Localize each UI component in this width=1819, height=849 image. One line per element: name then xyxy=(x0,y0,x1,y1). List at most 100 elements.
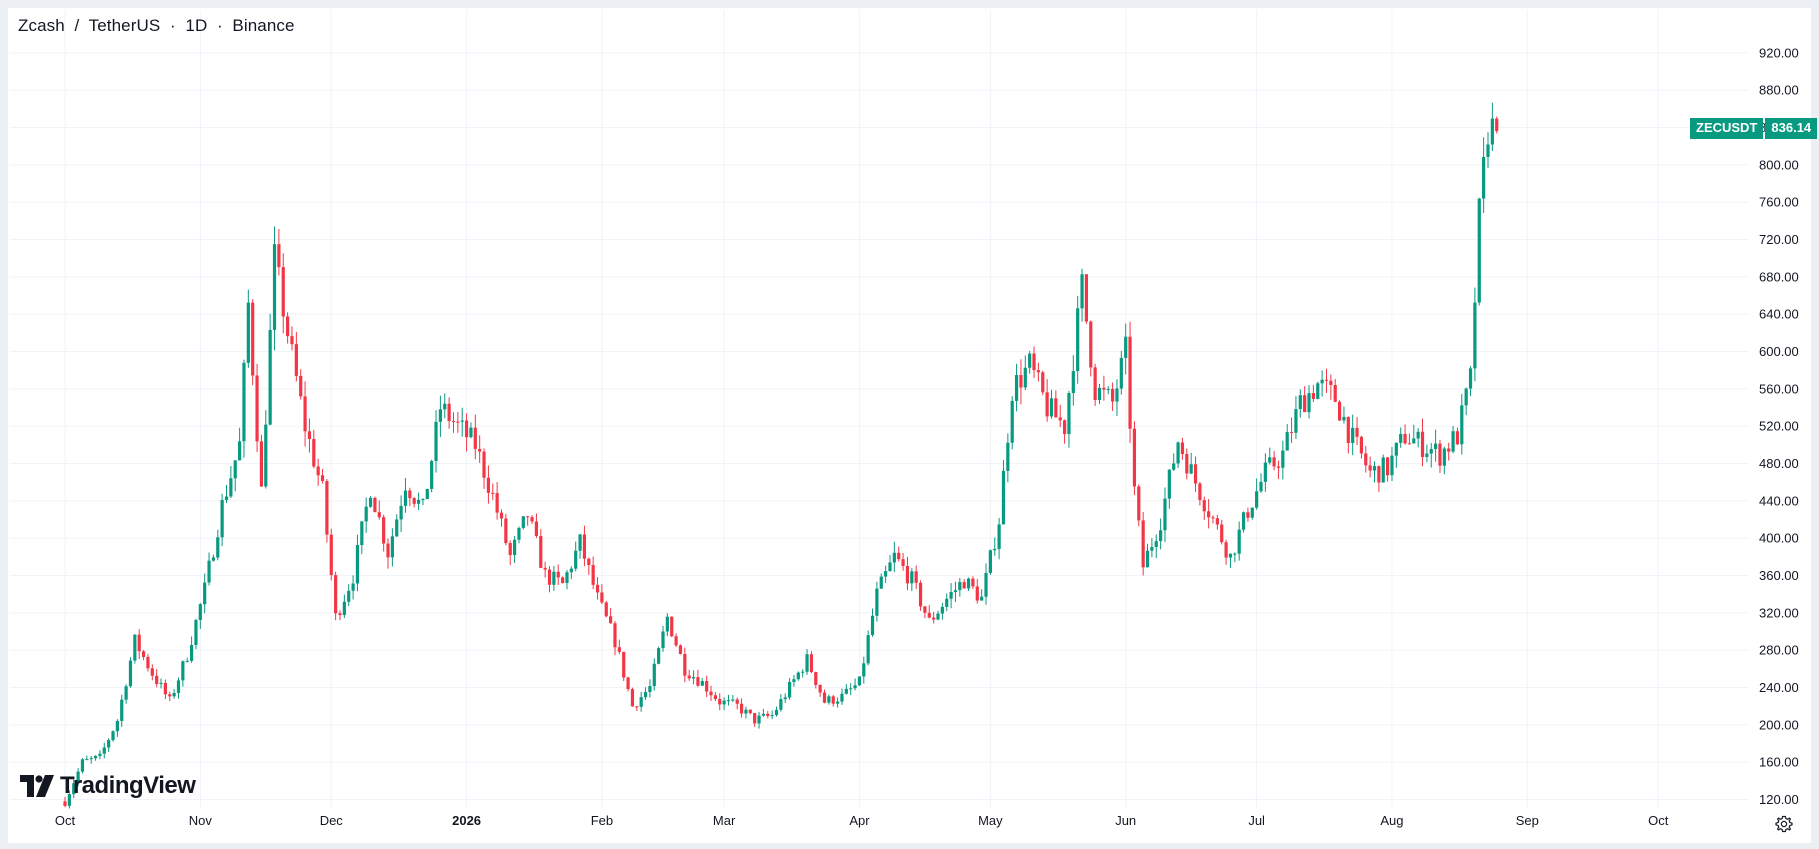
candle-body xyxy=(189,644,194,661)
candle-body xyxy=(412,498,416,504)
candle-body xyxy=(635,706,639,708)
candle-body xyxy=(809,654,814,673)
exchange-name[interactable]: Binance xyxy=(232,16,295,35)
candle-body xyxy=(539,535,543,568)
quote-name[interactable]: TetherUS xyxy=(88,16,161,35)
candle-body xyxy=(334,575,338,614)
logo-text: TradingView xyxy=(60,772,196,799)
symbol-name[interactable]: Zcash xyxy=(18,16,65,35)
time-tick-label: Aug xyxy=(1380,813,1403,828)
candle-body xyxy=(561,577,565,584)
candle-body xyxy=(1215,518,1219,525)
interval-label[interactable]: 1D xyxy=(185,16,208,35)
price-tick-label: 600.00 xyxy=(1759,344,1799,359)
candle-body xyxy=(556,571,560,578)
candle-body xyxy=(822,692,827,703)
candle-body xyxy=(290,336,294,345)
candle-body xyxy=(901,559,905,567)
candle-body xyxy=(591,565,595,585)
candle-body xyxy=(1473,302,1477,369)
candle-body xyxy=(203,582,207,605)
candle-body xyxy=(1425,453,1429,458)
candle-body xyxy=(792,679,796,683)
price-label-symbol: ZECUSDT xyxy=(1690,118,1764,139)
candle-body xyxy=(932,617,936,620)
price-tick-label: 160.00 xyxy=(1759,755,1799,770)
candle-body xyxy=(373,497,377,513)
candle-body xyxy=(491,492,495,494)
candle-body xyxy=(1372,466,1377,471)
candle-body xyxy=(1045,392,1049,417)
candle-body xyxy=(966,578,971,589)
candle-body xyxy=(102,747,106,754)
candle-body xyxy=(1263,462,1267,482)
tradingview-logo[interactable]: TradingView xyxy=(20,772,196,800)
candle-body xyxy=(766,713,770,716)
price-tick-label: 800.00 xyxy=(1759,157,1799,172)
candle-body xyxy=(1495,118,1499,132)
candle-body xyxy=(552,571,556,585)
candle-body xyxy=(613,623,617,648)
price-tick-label: 680.00 xyxy=(1759,269,1799,284)
candle-body xyxy=(377,512,381,518)
chart-header[interactable]: Zcash / TetherUS · 1D · Binance xyxy=(18,16,295,36)
candle-body xyxy=(464,420,469,438)
candle-body xyxy=(774,709,779,716)
candle-body xyxy=(1132,428,1137,487)
price-tick-label: 280.00 xyxy=(1759,643,1799,658)
candle-body xyxy=(1076,308,1080,372)
tradingview-logo-icon xyxy=(20,775,54,797)
candle-body xyxy=(124,686,128,700)
price-axis[interactable]: 120.00 160.00 200.00 240.00 280.00 320.00 360.… xyxy=(1759,45,1799,807)
candle-body xyxy=(1062,420,1067,435)
gear-icon[interactable] xyxy=(1775,815,1793,833)
candle-body xyxy=(360,521,364,546)
time-tick-label: Mar xyxy=(713,813,736,828)
candle-body xyxy=(473,427,477,449)
candle-body xyxy=(1364,453,1368,466)
candle-body xyxy=(1272,457,1276,467)
candle-body xyxy=(451,421,456,423)
candle-body xyxy=(700,681,704,686)
candle-body xyxy=(884,571,888,577)
candle-body xyxy=(670,616,674,637)
candle-body xyxy=(1316,383,1320,399)
candle-body xyxy=(696,677,700,686)
candle-body xyxy=(1172,463,1176,470)
candle-body xyxy=(1464,388,1468,406)
candle-body xyxy=(962,582,966,589)
candle-body xyxy=(534,521,539,536)
candle-body xyxy=(574,550,578,569)
time-axis[interactable]: Oct Nov Dec 2026 Feb Mar Apr May Jun Jul Aug Sep Oct xyxy=(55,813,1669,828)
candle-body xyxy=(421,499,425,501)
candle-body xyxy=(1399,433,1403,443)
candle-body xyxy=(748,709,752,714)
candle-body xyxy=(76,771,80,784)
candle-body xyxy=(98,753,102,756)
candle-body xyxy=(1049,398,1054,417)
candle-body xyxy=(870,615,875,636)
candle-body xyxy=(1303,395,1307,413)
candle-body xyxy=(910,571,914,584)
candle-body xyxy=(761,713,765,716)
candle-body xyxy=(1324,379,1329,381)
candle-body xyxy=(390,536,394,558)
candle-body xyxy=(888,562,892,572)
candle-body xyxy=(609,616,613,624)
candle-body xyxy=(971,578,975,587)
candle-body xyxy=(176,680,181,693)
candle-body xyxy=(93,755,98,759)
candle-body xyxy=(220,500,224,538)
candle-body xyxy=(1281,450,1285,468)
candle-body xyxy=(482,451,486,478)
header-dot: · xyxy=(169,16,176,35)
candle-body xyxy=(172,692,176,697)
candle-body xyxy=(1159,530,1163,542)
candle-body xyxy=(958,582,962,591)
candle-body xyxy=(1403,433,1407,444)
candle-body xyxy=(569,568,573,573)
candle-body xyxy=(722,700,726,705)
candle-body xyxy=(342,601,346,616)
candle-body xyxy=(1180,442,1185,455)
